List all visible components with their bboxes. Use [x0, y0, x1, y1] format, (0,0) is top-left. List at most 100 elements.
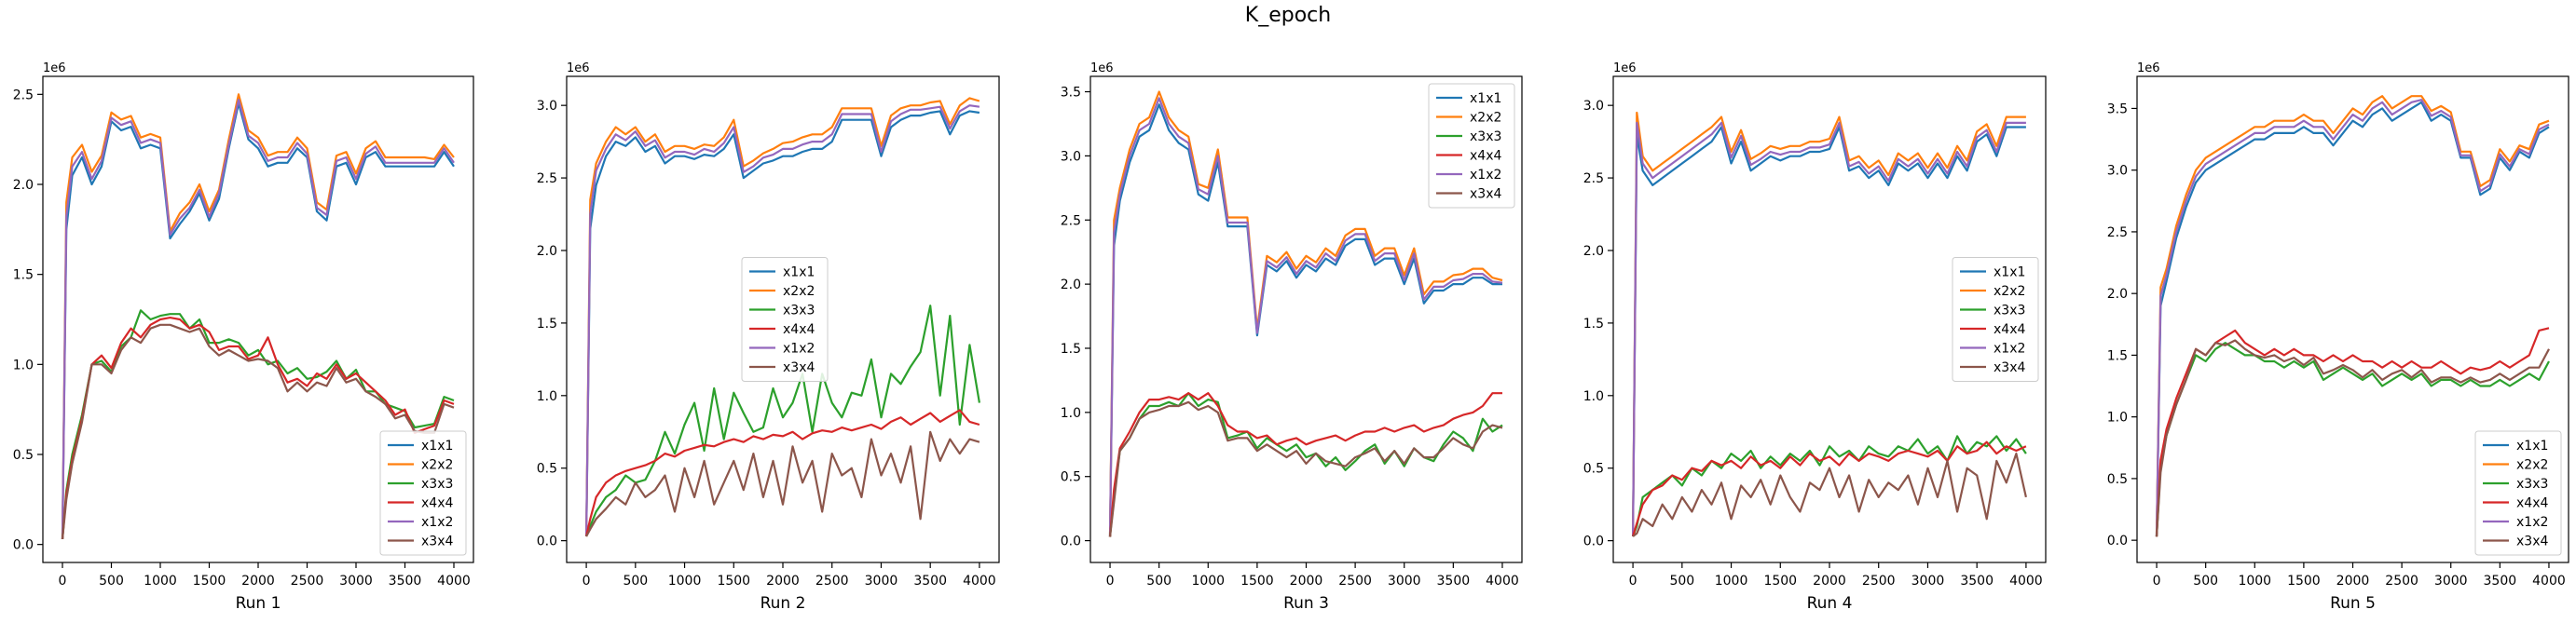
x-tick-label: 2500	[291, 574, 324, 589]
series-line-x2x2	[1108, 90, 1503, 537]
legend-box	[379, 430, 467, 556]
x-axis-label: Run 2	[760, 594, 806, 613]
x-tick-label: 500	[2193, 574, 2218, 589]
y-tick-label: 3.0	[1061, 149, 1081, 164]
y-tick-label: 1.0	[1583, 389, 1604, 404]
y-tick-label: 0.5	[1061, 470, 1081, 485]
y-tick-label: 2.5	[1061, 213, 1081, 228]
legend-label-x3x4: x3x4	[421, 535, 453, 549]
series-line-x1x2	[61, 98, 455, 539]
x-tick-label: 2000	[766, 574, 800, 589]
y-tick-label: 2.0	[13, 178, 34, 193]
x-axis-label: Run 1	[236, 594, 281, 613]
series-line-x2x2	[2155, 95, 2550, 537]
y-offset-label: 1e6	[1090, 61, 1114, 75]
x-tick-label: 2500	[815, 574, 849, 589]
x-tick-label: 3500	[1437, 574, 1471, 589]
legend-label-x3x3: x3x3	[421, 477, 453, 492]
x-tick-label: 3500	[389, 574, 422, 589]
legend-label-x3x3: x3x3	[2516, 477, 2548, 492]
y-offset-label: 1e6	[43, 61, 66, 75]
y-tick-label: 0.0	[1583, 535, 1604, 549]
x-tick-label: 2500	[1338, 574, 1372, 589]
series-line-x1x2	[1108, 97, 1503, 537]
y-tick-label: 0.5	[13, 448, 34, 463]
x-tick-label: 3500	[1960, 574, 1994, 589]
x-tick-label: 500	[1669, 574, 1694, 589]
legend-label-x3x3: x3x3	[1470, 129, 1501, 144]
y-tick-label: 3.0	[537, 99, 557, 114]
y-tick-label: 2.0	[1583, 244, 1604, 259]
legend-box	[1952, 257, 2039, 382]
x-tick-label: 2000	[2336, 574, 2370, 589]
y-tick-label: 2.0	[537, 244, 557, 259]
series-line-x1x1	[1632, 126, 2026, 537]
legend-label-x1x2: x1x2	[2516, 515, 2548, 530]
legend-label-x2x2: x2x2	[1470, 111, 1501, 126]
legend-box	[1428, 83, 1515, 209]
y-tick-label: 0.0	[13, 538, 34, 553]
y-tick-label: 2.0	[1061, 278, 1081, 292]
legend-label-x4x4: x4x4	[783, 322, 815, 337]
series-line-x1x2	[585, 104, 980, 537]
x-axis-label: Run 4	[1807, 594, 1853, 613]
x-tick-label: 2000	[241, 574, 275, 589]
series-line-x4x4	[1108, 392, 1502, 537]
chart-run-4: 0 500 1000 1500 2000 2500 3000 3500 4000 0.0 0.5 1.…	[1583, 61, 2047, 613]
y-tick-label: 2.5	[1583, 171, 1604, 186]
legend-box	[741, 257, 829, 382]
x-tick-label: 2500	[2385, 574, 2418, 589]
legend: x1x1 x2x2 x3x3 x4x4 x1x2 x3x4	[379, 430, 467, 556]
legend-label-x3x4: x3x4	[1470, 187, 1501, 202]
series-line-x1x2	[1632, 121, 2026, 537]
series-line-x3x4	[585, 430, 980, 537]
x-tick-label: 1500	[1240, 574, 1274, 589]
legend: x1x1 x2x2 x3x3 x4x4 x1x2 x3x4	[1428, 83, 1515, 209]
legend: x1x1 x2x2 x3x3 x4x4 x1x2 x3x4	[741, 257, 829, 382]
y-tick-label: 2.5	[537, 171, 557, 186]
x-tick-label: 1000	[2238, 574, 2271, 589]
legend-label-x1x2: x1x2	[1470, 168, 1501, 183]
legend-label-x4x4: x4x4	[2516, 496, 2548, 511]
y-tick-label: 0.5	[537, 462, 557, 477]
legend-label-x1x2: x1x2	[421, 515, 453, 530]
y-tick-label: 1.5	[13, 268, 34, 283]
y-tick-label: 3.0	[2107, 164, 2128, 179]
x-tick-label: 3000	[1911, 574, 1945, 589]
x-tick-label: 0	[582, 574, 591, 589]
y-offset-label: 1e6	[567, 61, 590, 75]
series-line-x1x1	[2155, 101, 2550, 537]
y-tick-label: 1.5	[1583, 317, 1604, 332]
y-tick-label: 1.5	[1061, 342, 1081, 357]
y-tick-label: 3.5	[1061, 86, 1081, 101]
x-tick-label: 1000	[1191, 574, 1225, 589]
x-tick-label: 3000	[865, 574, 898, 589]
legend-label-x4x4: x4x4	[1994, 322, 2025, 337]
series-line-x3x3	[2155, 342, 2550, 537]
x-tick-label: 0	[1629, 574, 1637, 589]
series-line-x3x4	[1632, 453, 2027, 537]
series-line-x2x2	[61, 93, 455, 539]
x-tick-label: 3000	[2434, 574, 2468, 589]
y-tick-label: 2.5	[2107, 225, 2128, 240]
x-tick-label: 500	[99, 574, 124, 589]
x-tick-label: 1500	[193, 574, 226, 589]
legend-label-x4x4: x4x4	[1470, 149, 1501, 164]
x-tick-label: 0	[59, 574, 67, 589]
series-line-x4x4	[61, 317, 455, 539]
series-line-x1x1	[61, 102, 455, 539]
legend-label-x3x3: x3x3	[783, 304, 815, 318]
legend-label-x4x4: x4x4	[421, 496, 453, 511]
x-tick-label: 1000	[1715, 574, 1748, 589]
x-tick-label: 3500	[2484, 574, 2517, 589]
legend-label-x3x4: x3x4	[1994, 360, 2025, 375]
x-tick-label: 1000	[668, 574, 702, 589]
y-offset-label: 1e6	[1613, 61, 1637, 75]
series-line-x1x1	[585, 110, 980, 537]
legend-label-x1x1: x1x1	[1470, 91, 1501, 106]
x-tick-label: 3000	[1388, 574, 1421, 589]
legend-label-x1x1: x1x1	[783, 265, 815, 280]
y-tick-label: 0.5	[2107, 472, 2128, 487]
legend-label-x1x1: x1x1	[2516, 439, 2548, 454]
